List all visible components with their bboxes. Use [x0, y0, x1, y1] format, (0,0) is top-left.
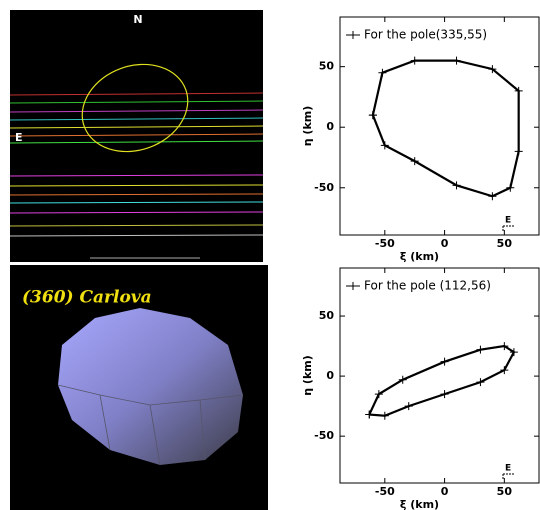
axes-frame — [340, 17, 539, 235]
y-tick-label: 0 — [326, 120, 334, 133]
y-tick-label: -50 — [314, 181, 334, 194]
vertex-marker — [381, 141, 389, 149]
y-tick-label: 0 — [326, 369, 334, 382]
vertex-marker — [453, 57, 461, 65]
x-tick-label: 50 — [497, 485, 513, 498]
vertex-marker — [365, 411, 373, 419]
vertex-marker — [506, 184, 514, 192]
model-title: (360) Carlova — [22, 288, 152, 308]
legend-label: For the pole (112,56) — [364, 279, 491, 293]
vertex-marker — [441, 390, 449, 398]
legend-label: For the pole(335,55) — [364, 28, 487, 42]
vertex-marker — [405, 402, 413, 410]
vertex-marker — [441, 358, 449, 366]
x-tick-label: 50 — [497, 237, 513, 250]
vertex-marker — [411, 57, 419, 65]
x-axis-label: ξ (km) — [400, 250, 439, 263]
compass-label: E — [505, 216, 511, 226]
east-label: E — [15, 131, 23, 144]
x-axis-label: ξ (km) — [400, 498, 439, 510]
shape-outline — [373, 61, 519, 197]
axes-frame — [340, 268, 539, 483]
y-tick-label: 50 — [319, 60, 335, 73]
north-label: N — [133, 13, 142, 26]
vertex-marker — [369, 111, 377, 119]
shape-outline — [369, 346, 514, 416]
y-axis-label: η (km) — [301, 355, 314, 396]
vertex-marker — [488, 192, 496, 200]
y-tick-label: -50 — [314, 429, 334, 442]
compass-label: E — [505, 464, 511, 474]
vertex-marker — [500, 366, 508, 374]
x-tick-label: 0 — [441, 237, 449, 250]
vertex-marker — [515, 147, 523, 155]
figure: N E (360) Carlova -50 0 50 -50 0 50 ξ (km) η (k… — [0, 0, 540, 510]
model-panel: (360) Carlova — [10, 265, 268, 510]
vertex-marker — [381, 412, 389, 420]
x-tick-label: -50 — [375, 485, 395, 498]
legend-marker — [346, 31, 360, 39]
y-tick-label: 50 — [319, 309, 335, 322]
vertex-marker — [476, 378, 484, 386]
x-tick-label: 0 — [441, 485, 449, 498]
legend-marker — [346, 282, 360, 290]
x-tick-label: -50 — [375, 237, 395, 250]
vertex-marker — [378, 69, 386, 77]
vertex-marker — [476, 346, 484, 354]
occultation-panel: N E — [10, 10, 263, 262]
y-axis-label: η (km) — [301, 106, 314, 147]
